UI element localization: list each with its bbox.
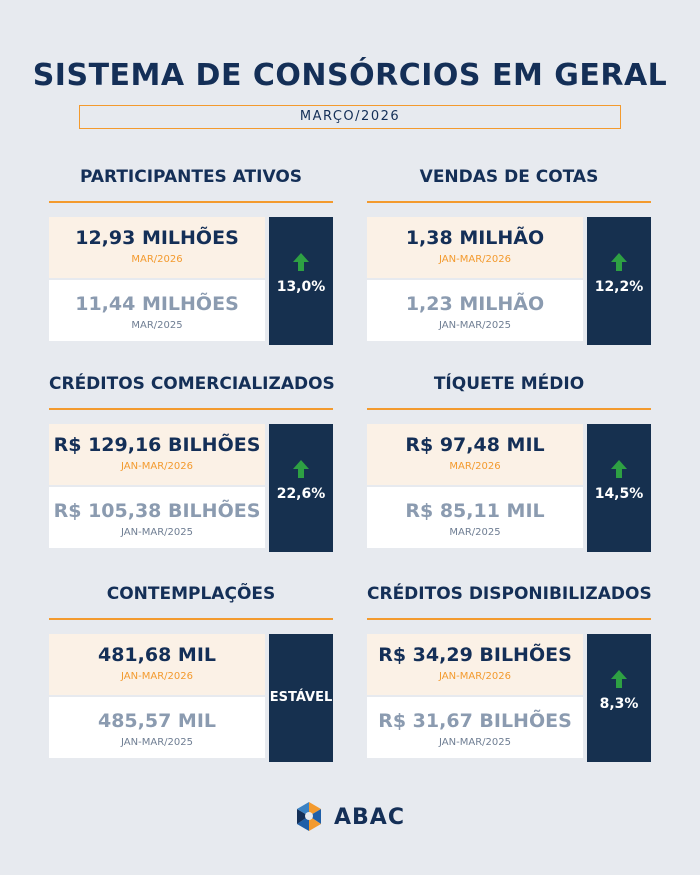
current-value: 12,93 MILHÕES: [75, 227, 239, 249]
title-divider: [367, 618, 651, 620]
metric-title: TÍQUETE MÉDIO: [433, 374, 585, 394]
current-period: MAR/2026: [131, 254, 183, 265]
title-divider: [367, 408, 651, 410]
current-period: MAR/2026: [449, 461, 501, 472]
title-divider: [49, 201, 333, 203]
change-percent: 22,6%: [276, 486, 326, 502]
period-subtitle: MARÇO/2026: [79, 105, 621, 129]
change-box: 8,3%: [587, 634, 651, 762]
previous-period: JAN-MAR/2025: [439, 320, 511, 331]
metric-title: CRÉDITOS DISPONIBILIZADOS: [367, 584, 652, 604]
current-period: JAN-MAR/2026: [121, 461, 193, 472]
metric-block-participantes: PARTICIPANTES ATIVOS 12,93 MILHÕES MAR/2…: [49, 167, 333, 347]
page-title: SISTEMA DE CONSÓRCIOS EM GERAL: [32, 58, 668, 93]
metric-block-creditos-disponibilizados: CRÉDITOS DISPONIBILIZADOS R$ 34,29 BILHÕ…: [367, 584, 652, 764]
previous-value-row: R$ 31,67 BILHÕES JAN-MAR/2025: [367, 697, 583, 758]
change-status: ESTÁVEL: [269, 690, 333, 705]
current-value-row: R$ 34,29 BILHÕES JAN-MAR/2026: [367, 634, 583, 695]
current-value: 481,68 MIL: [97, 644, 217, 666]
current-value-row: R$ 97,48 MIL MAR/2026: [367, 424, 583, 485]
change-percent: 12,2%: [594, 279, 644, 295]
abac-logo: ABAC: [292, 800, 412, 836]
previous-value-row: 485,57 MIL JAN-MAR/2025: [49, 697, 265, 758]
metric-block-vendas: VENDAS DE COTAS 1,38 MILHÃO JAN-MAR/2026…: [367, 167, 651, 347]
arrow-up-icon: [293, 253, 309, 271]
previous-value-row: 11,44 MILHÕES MAR/2025: [49, 280, 265, 341]
metric-title: CONTEMPLAÇÕES: [106, 584, 276, 604]
previous-value: 485,57 MIL: [97, 710, 217, 732]
arrow-up-icon: [611, 460, 627, 478]
previous-period: JAN-MAR/2025: [121, 527, 193, 538]
current-period: JAN-MAR/2026: [439, 254, 511, 265]
current-value: R$ 34,29 BILHÕES: [378, 644, 572, 666]
current-value: R$ 129,16 BILHÕES: [53, 434, 261, 456]
metric-title: CRÉDITOS COMERCIALIZADOS: [49, 374, 335, 394]
change-percent: 8,3%: [599, 696, 639, 712]
current-period: JAN-MAR/2026: [121, 671, 193, 682]
arrow-up-icon: [293, 460, 309, 478]
metric-title: VENDAS DE COTAS: [419, 167, 599, 187]
previous-period: MAR/2025: [131, 320, 183, 331]
previous-period: JAN-MAR/2025: [439, 737, 511, 748]
previous-value: R$ 105,38 BILHÕES: [53, 500, 261, 522]
change-box: 22,6%: [269, 424, 333, 552]
arrow-up-icon: [611, 670, 627, 688]
title-divider: [49, 618, 333, 620]
current-value-row: 481,68 MIL JAN-MAR/2026: [49, 634, 265, 695]
previous-period: MAR/2025: [449, 527, 501, 538]
current-value-row: R$ 129,16 BILHÕES JAN-MAR/2026: [49, 424, 265, 485]
change-box: ESTÁVEL: [269, 634, 333, 762]
current-value: R$ 97,48 MIL: [405, 434, 545, 456]
current-period: JAN-MAR/2026: [439, 671, 511, 682]
metric-block-contemplacoes: CONTEMPLAÇÕES 481,68 MIL JAN-MAR/2026 48…: [49, 584, 333, 764]
current-value-row: 1,38 MILHÃO JAN-MAR/2026: [367, 217, 583, 278]
previous-value-row: R$ 105,38 BILHÕES JAN-MAR/2025: [49, 487, 265, 548]
change-box: 13,0%: [269, 217, 333, 345]
change-box: 14,5%: [587, 424, 651, 552]
previous-value: 11,44 MILHÕES: [75, 293, 239, 315]
title-divider: [367, 201, 651, 203]
current-value: 1,38 MILHÃO: [405, 227, 545, 249]
abac-logo-icon: [297, 802, 321, 831]
title-divider: [49, 408, 333, 410]
previous-value-row: R$ 85,11 MIL MAR/2025: [367, 487, 583, 548]
logo-text: ABAC: [334, 805, 405, 830]
change-percent: 13,0%: [276, 279, 326, 295]
change-percent: 14,5%: [594, 486, 644, 502]
change-box: 12,2%: [587, 217, 651, 345]
metric-title: PARTICIPANTES ATIVOS: [79, 167, 303, 187]
previous-value-row: 1,23 MILHÃO JAN-MAR/2025: [367, 280, 583, 341]
previous-period: JAN-MAR/2025: [121, 737, 193, 748]
previous-value: R$ 31,67 BILHÕES: [378, 710, 572, 732]
previous-value: R$ 85,11 MIL: [405, 500, 545, 522]
previous-value: 1,23 MILHÃO: [405, 293, 545, 315]
arrow-up-icon: [611, 253, 627, 271]
metric-block-tiquete-medio: TÍQUETE MÉDIO R$ 97,48 MIL MAR/2026 R$ 8…: [367, 374, 651, 554]
metric-block-creditos-comercializados: CRÉDITOS COMERCIALIZADOS R$ 129,16 BILHÕ…: [49, 374, 335, 554]
current-value-row: 12,93 MILHÕES MAR/2026: [49, 217, 265, 278]
